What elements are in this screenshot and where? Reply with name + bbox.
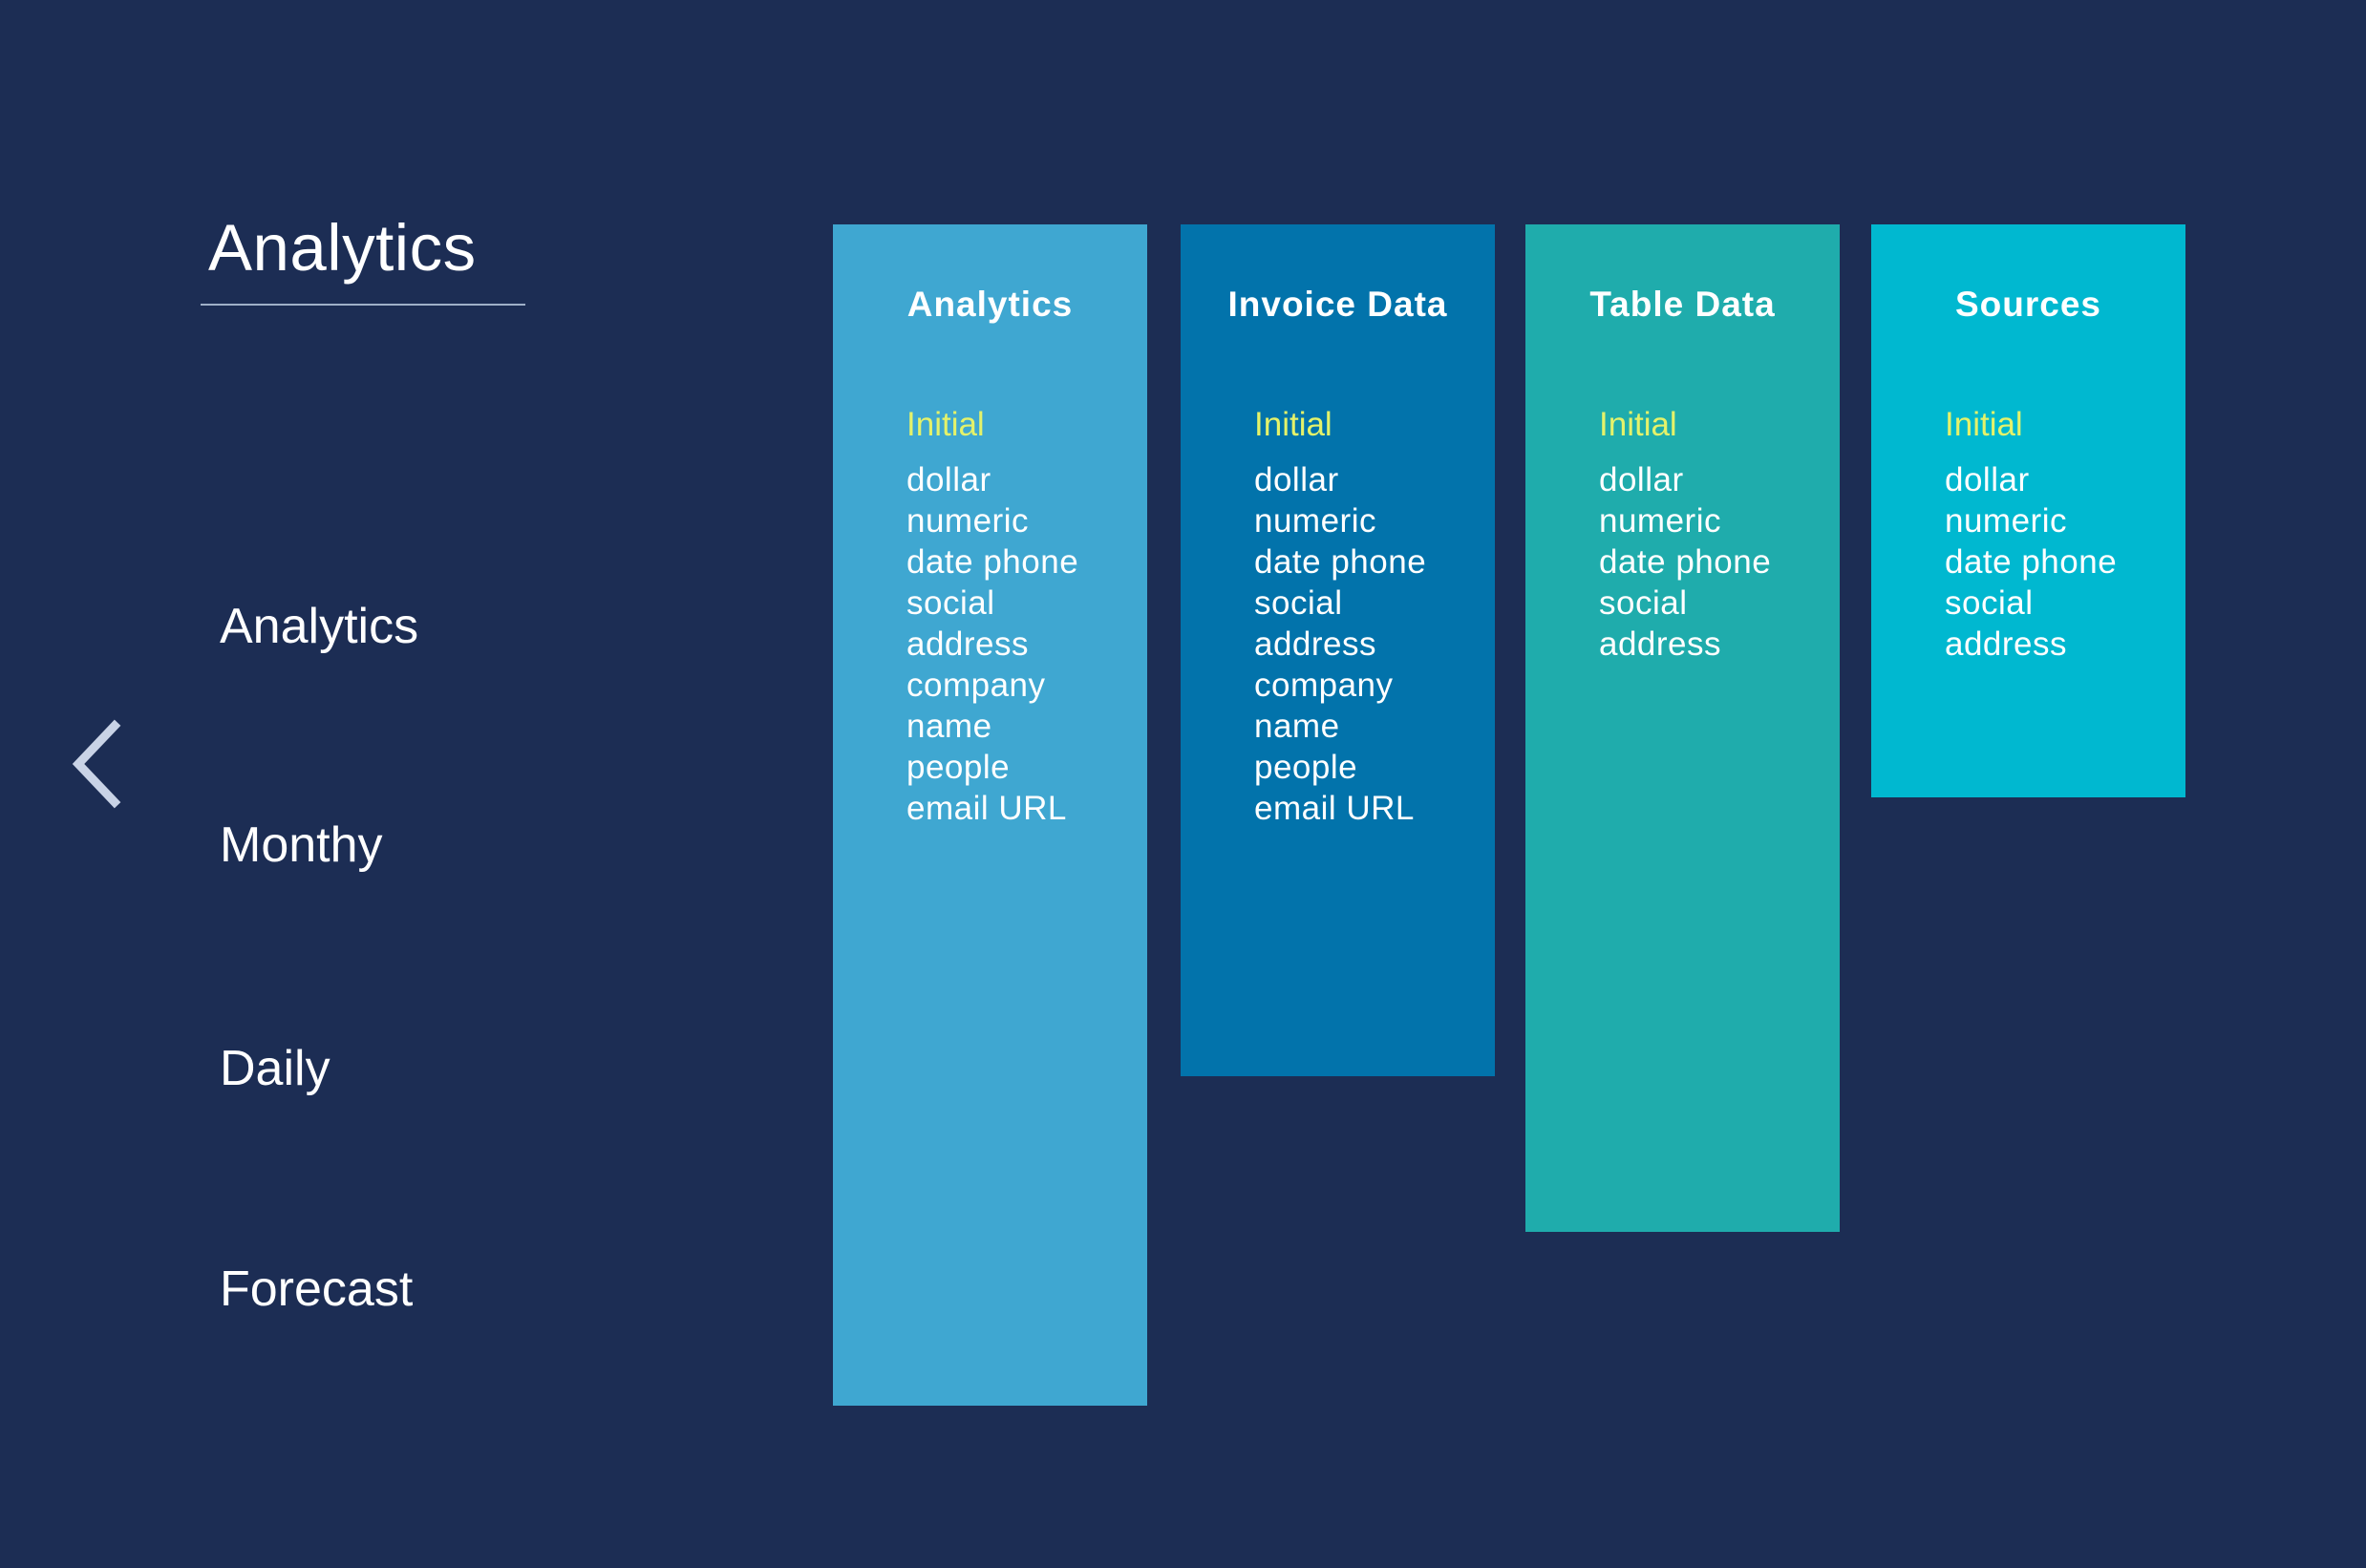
nav-item-forecast[interactable]: Forecast [220, 1261, 414, 1317]
card-sources[interactable]: Sources Initial dollar numeric date phone s… [1871, 224, 2185, 797]
page-title: Analytics [208, 211, 477, 285]
card-field-item: company [906, 667, 1046, 704]
card-initial-label: Initial [1254, 406, 1332, 443]
card-title: Sources [1954, 285, 2101, 324]
card-field-item: date phone [1599, 543, 1772, 581]
card-initial-label: Initial [1599, 406, 1677, 443]
card-title: Analytics [906, 285, 1074, 324]
card-field-item: company [1254, 667, 1394, 704]
card-field-item: dollar [1254, 461, 1339, 498]
card-field-list: Initial dollar numeric date phone social add… [1599, 404, 1771, 665]
card-field-item: dollar [1599, 461, 1684, 498]
card-initial-label: Initial [906, 406, 985, 443]
chevron-left-icon [72, 719, 121, 809]
nav-item-analytics[interactable]: Analytics [220, 599, 419, 654]
card-field-item: people [1254, 749, 1358, 786]
card-title: Invoice Data [1227, 285, 1448, 324]
card-field-item: date phone [1945, 543, 2118, 581]
card-invoice-data[interactable]: Invoice Data Initial dollar numeric date p… [1181, 224, 1495, 1076]
card-field-list: Initial dollar numeric date phone social add… [906, 404, 1078, 829]
card-field-item: address [1599, 625, 1722, 663]
card-title: Table Data [1589, 285, 1776, 324]
card-field-item: numeric [1254, 502, 1376, 540]
card-field-item: social [1945, 584, 2034, 622]
card-field-item: people [906, 749, 1011, 786]
card-field-item: numeric [1945, 502, 2067, 540]
card-field-item: numeric [1599, 502, 1721, 540]
card-field-item: email URL [906, 790, 1067, 827]
card-field-item: dollar [1945, 461, 2030, 498]
card-field-item: date phone [906, 543, 1079, 581]
back-button[interactable] [67, 716, 134, 812]
card-field-item: date phone [1254, 543, 1427, 581]
card-field-item: numeric [906, 502, 1029, 540]
card-field-item: name [906, 708, 992, 745]
card-field-item: name [1254, 708, 1340, 745]
card-field-item: dollar [906, 461, 991, 498]
nav-item-monthy[interactable]: Monthy [220, 817, 383, 873]
card-field-item: social [1599, 584, 1688, 622]
card-field-item: social [1254, 584, 1343, 622]
card-field-item: address [1254, 625, 1377, 663]
card-field-list: Initial dollar numeric date phone social add… [1945, 404, 2117, 665]
card-field-item: email URL [1254, 790, 1415, 827]
title-underline [201, 304, 525, 306]
nav-item-daily[interactable]: Daily [220, 1041, 330, 1096]
card-analytics[interactable]: Analytics Initial dollar numeric date phon… [833, 224, 1147, 1406]
card-field-item: social [906, 584, 995, 622]
card-initial-label: Initial [1945, 406, 2023, 443]
card-field-list: Initial dollar numeric date phone social add… [1254, 404, 1426, 829]
card-field-item: address [1945, 625, 2068, 663]
card-field-item: address [906, 625, 1030, 663]
card-table-data[interactable]: Table Data Initial dollar numeric date pho… [1525, 224, 1840, 1232]
